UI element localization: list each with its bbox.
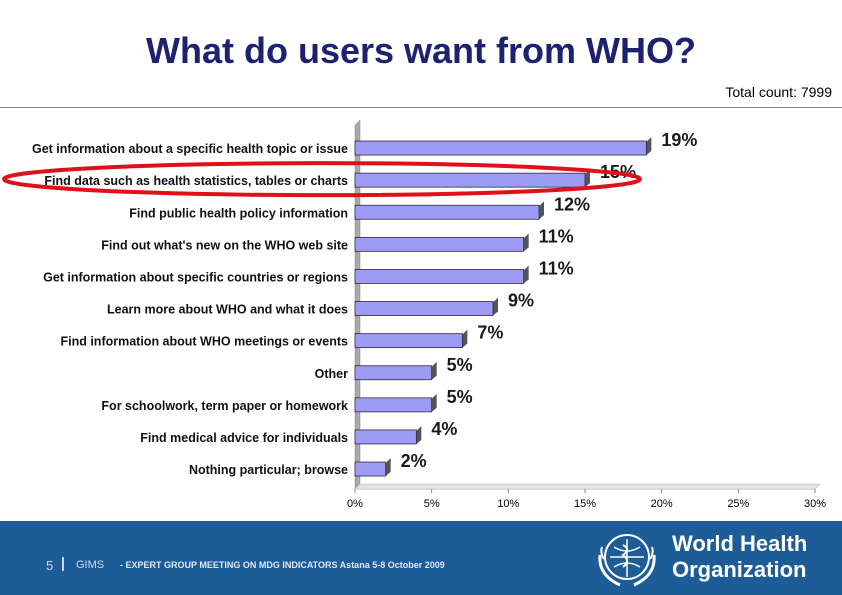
page-number: 5 bbox=[46, 558, 54, 573]
organization-name: World Health Organization bbox=[672, 531, 807, 583]
slide-title: What do users want from WHO? bbox=[145, 30, 696, 71]
category-label: Other bbox=[315, 367, 348, 381]
program-name: GIMS bbox=[76, 559, 105, 571]
category-label: Find data such as health statistics, tab… bbox=[44, 174, 348, 188]
highlight-ellipse bbox=[2, 161, 642, 198]
data-label: 11% bbox=[539, 258, 574, 278]
bar bbox=[354, 269, 525, 284]
chart-labels: Get information about a specific health … bbox=[32, 130, 697, 477]
bar bbox=[354, 333, 463, 349]
data-label: 7% bbox=[477, 323, 503, 343]
bar bbox=[354, 397, 433, 413]
category-label: Learn more about WHO and what it does bbox=[107, 303, 348, 317]
x-tick-label: 10% bbox=[497, 498, 519, 510]
data-label: 12% bbox=[554, 194, 590, 214]
data-label: 4% bbox=[431, 419, 457, 439]
chart-bars bbox=[354, 137, 652, 477]
category-label: Nothing particular; browse bbox=[189, 463, 348, 477]
organization-name-line1: World Health bbox=[672, 531, 808, 556]
data-label: 5% bbox=[447, 387, 473, 407]
category-label: Find medical advice for individuals bbox=[140, 431, 348, 445]
category-label: Find out what's new on the WHO web site bbox=[101, 238, 348, 252]
x-tick-label: 0% bbox=[347, 498, 363, 510]
meeting-title: - EXPERT GROUP MEETING ON MDG INDICATORS… bbox=[120, 560, 445, 570]
x-tick-label: 25% bbox=[727, 498, 749, 510]
footer-bar: 5 GIMS - EXPERT GROUP MEETING ON MDG IND… bbox=[0, 521, 842, 595]
bar bbox=[354, 204, 540, 220]
data-label: 9% bbox=[508, 291, 534, 311]
category-label: For schoolwork, term paper or homework bbox=[101, 399, 348, 413]
x-tick-label: 15% bbox=[574, 498, 596, 510]
category-label: Find information about WHO meetings or e… bbox=[60, 335, 348, 349]
data-label: 19% bbox=[661, 130, 697, 150]
bar bbox=[354, 172, 586, 188]
bar bbox=[354, 236, 525, 252]
data-label: 5% bbox=[447, 355, 473, 375]
bar bbox=[354, 301, 494, 316]
category-label: Get information about a specific health … bbox=[32, 142, 348, 156]
data-label: 11% bbox=[539, 226, 574, 246]
category-label: Get information about specific countries… bbox=[43, 270, 348, 284]
organization-name-line2: Organization bbox=[672, 557, 807, 582]
footer-separator bbox=[62, 557, 64, 571]
x-tick-label: 30% bbox=[804, 498, 826, 510]
x-tick-label: 20% bbox=[651, 498, 673, 510]
who-emblem-icon bbox=[598, 534, 656, 587]
bar bbox=[354, 365, 433, 381]
chart-floor bbox=[354, 483, 821, 490]
chart-highlight bbox=[2, 161, 642, 198]
data-label: 2% bbox=[401, 451, 427, 471]
bar bbox=[354, 429, 417, 445]
title-divider bbox=[0, 107, 842, 108]
category-label: Find public health policy information bbox=[129, 206, 348, 220]
total-count: Total count: 7999 bbox=[725, 84, 832, 100]
bar-chart: 0% 5% 10% 15% 20% 25% 30% Get information abou… bbox=[2, 119, 826, 510]
x-tick-label: 5% bbox=[424, 498, 440, 510]
bar bbox=[354, 461, 387, 477]
bar bbox=[354, 140, 647, 156]
